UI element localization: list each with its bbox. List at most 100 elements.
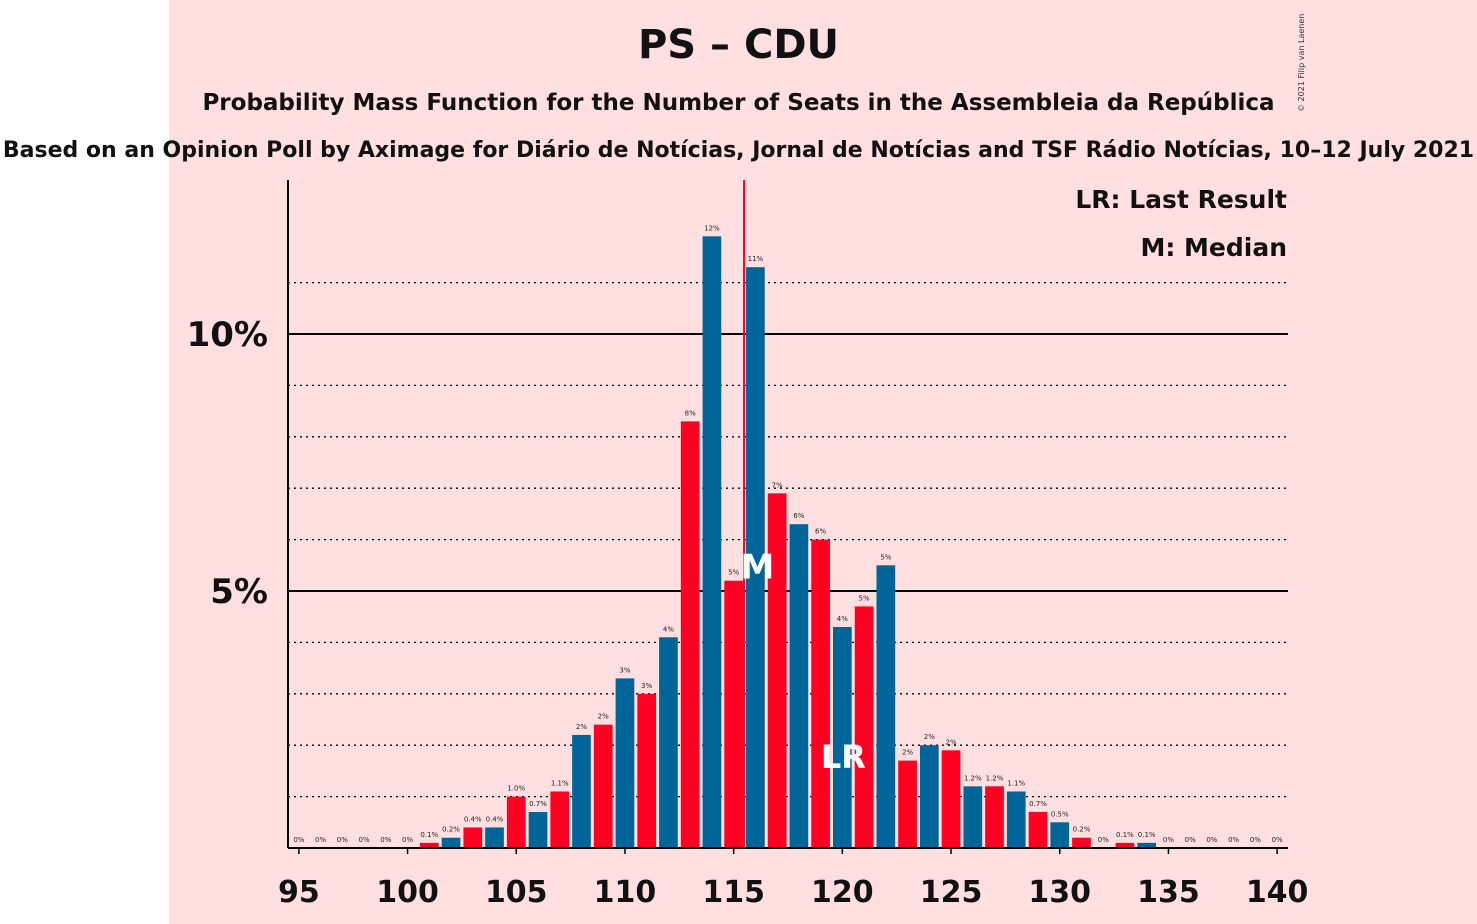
- bar-label-136: 0%: [1185, 836, 1196, 844]
- bar-label-96: 0%: [315, 836, 326, 844]
- bar-109: [593, 724, 613, 848]
- bar-label-118: 6%: [793, 512, 804, 520]
- bar-label-117: 7%: [772, 481, 783, 489]
- x-tick-label: 130: [1028, 875, 1091, 910]
- bar-label-104: 0.4%: [486, 815, 504, 823]
- bar-label-113: 8%: [685, 409, 696, 417]
- bar-label-125: 2%: [945, 738, 956, 746]
- bar-110: [615, 678, 635, 848]
- bar-label-105: 1.0%: [507, 785, 525, 793]
- bar-label-140: 0%: [1272, 836, 1283, 844]
- bar-label-107: 1.1%: [551, 779, 569, 787]
- bar-label-124: 2%: [924, 733, 935, 741]
- bar-103: [463, 827, 483, 848]
- bar-118: [789, 524, 809, 848]
- legend-last-result: LR: Last Result: [1075, 185, 1287, 214]
- x-tick-label: 135: [1137, 875, 1200, 910]
- y-tick-label: 10%: [187, 315, 268, 355]
- bar-label-102: 0.2%: [442, 826, 460, 834]
- x-tick-label: 110: [594, 875, 657, 910]
- copyright-notice: © 2021 Filip van Laenen: [1297, 14, 1306, 112]
- bar-label-106: 0.7%: [529, 800, 547, 808]
- bar-label-99: 0%: [380, 836, 391, 844]
- bar-106: [528, 812, 548, 848]
- markers: M LR: [740, 180, 866, 848]
- chart-title: PS – CDU: [637, 22, 839, 68]
- bar-label-100: 0%: [402, 836, 413, 844]
- bar-label-137: 0%: [1206, 836, 1217, 844]
- bar-label-133: 0.1%: [1116, 831, 1134, 839]
- bar-label-120: 4%: [837, 615, 848, 623]
- x-tick-label: 120: [811, 875, 874, 910]
- bar-113: [680, 421, 700, 848]
- bar-121: [854, 606, 874, 848]
- bar-111: [637, 693, 657, 848]
- bar-112: [659, 637, 678, 848]
- bar-116: [746, 267, 765, 848]
- bar-label-108: 2%: [576, 723, 587, 731]
- bar-label-132: 0%: [1098, 836, 1109, 844]
- bar-114: [702, 236, 722, 849]
- bar-104: [485, 827, 504, 848]
- bars: [419, 236, 1157, 849]
- bar-120: [833, 626, 852, 848]
- bar-label-134: 0.1%: [1138, 831, 1156, 839]
- x-tick-label: 105: [485, 875, 548, 910]
- bar-119: [811, 539, 830, 848]
- bar-115: [724, 580, 743, 848]
- last-result-marker: LR: [821, 738, 866, 776]
- bar-label-98: 0%: [359, 836, 370, 844]
- bar-107: [550, 791, 570, 848]
- bar-102: [441, 837, 461, 848]
- bar-129: [1028, 812, 1048, 848]
- bar-127: [985, 786, 1004, 848]
- bar-label-103: 0.4%: [464, 815, 482, 823]
- bar-label-123: 2%: [902, 749, 913, 757]
- bar-108: [572, 734, 591, 848]
- bar-label-112: 4%: [663, 625, 674, 633]
- bar-label-128: 1.1%: [1007, 779, 1025, 787]
- bar-134: [1137, 842, 1157, 848]
- legend-median: M: Median: [1140, 233, 1287, 262]
- bar-label-122: 5%: [880, 553, 891, 561]
- bar-label-131: 0.2%: [1073, 826, 1091, 834]
- grid-lines: [288, 281, 1288, 798]
- bar-value-labels: 0% 0% 0% 0% 0% 0% 0.1% 0.2% 0.4% 0.4% 1.0% 0.7% 1.1%…: [293, 224, 1283, 844]
- median-marker: M: [740, 548, 774, 588]
- y-tick-label: 5%: [210, 572, 268, 612]
- bar-label-114: 12%: [704, 224, 720, 232]
- bar-133: [1115, 842, 1135, 848]
- bar-label-119: 6%: [815, 528, 826, 536]
- axes: 95 100 105 110 115 120 125 130 135 140 5% 10%: [187, 180, 1309, 910]
- bar-126: [963, 786, 983, 848]
- bar-label-121: 5%: [859, 594, 870, 602]
- bar-125: [941, 750, 961, 848]
- bar-label-139: 0%: [1250, 836, 1261, 844]
- bar-label-97: 0%: [337, 836, 348, 844]
- bar-128: [1006, 791, 1026, 848]
- x-tick-label: 95: [278, 875, 320, 910]
- bar-label-109: 2%: [598, 713, 609, 721]
- bar-123: [898, 760, 917, 848]
- bar-label-129: 0.7%: [1029, 800, 1047, 808]
- x-tick-label: 140: [1246, 875, 1309, 910]
- bar-label-111: 3%: [641, 682, 652, 690]
- bar-label-115: 5%: [728, 569, 739, 577]
- bar-label-95: 0%: [293, 836, 304, 844]
- x-tick-label: 115: [702, 875, 765, 910]
- x-tick-label: 125: [920, 875, 983, 910]
- copyright-text: © 2021 Filip van Laenen: [1297, 14, 1306, 112]
- bar-101: [419, 842, 439, 848]
- bar-label-135: 0%: [1163, 836, 1174, 844]
- bar-label-110: 3%: [619, 666, 630, 674]
- x-tick-label: 100: [376, 875, 439, 910]
- bar-label-101: 0.1%: [420, 831, 438, 839]
- chart-source: Based on an Opinion Poll by Aximage for …: [2, 138, 1475, 163]
- bar-label-116: 11%: [748, 255, 764, 263]
- bar-label-130: 0.5%: [1051, 810, 1069, 818]
- bar-label-138: 0%: [1228, 836, 1239, 844]
- bar-130: [1050, 822, 1070, 848]
- bar-124: [919, 745, 939, 848]
- bar-131: [1072, 837, 1091, 848]
